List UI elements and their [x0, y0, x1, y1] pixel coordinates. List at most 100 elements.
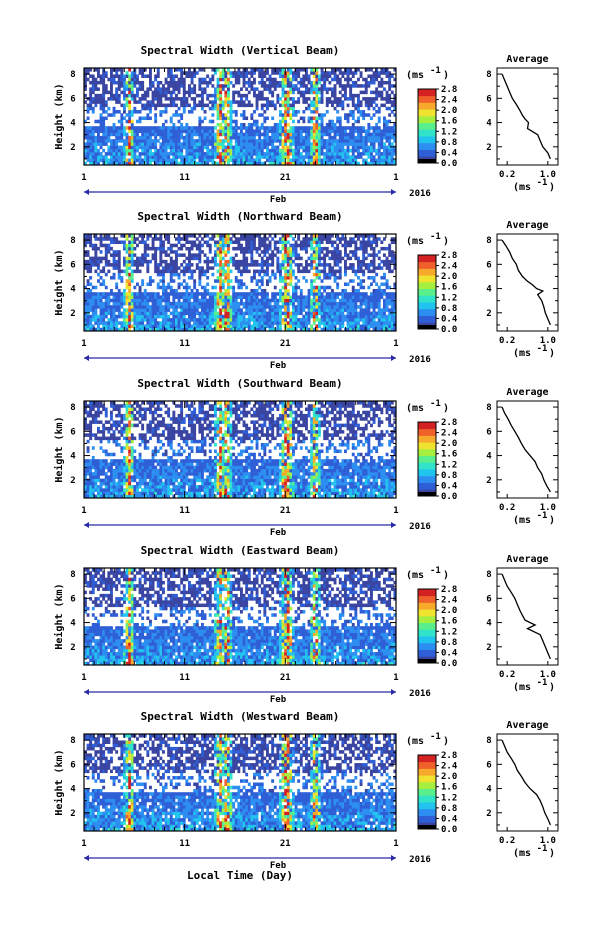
- heatmap-cell: [349, 113, 353, 117]
- heatmap-cell: [271, 100, 275, 104]
- heatmap-cell: [130, 314, 134, 319]
- heatmap-cell: [255, 295, 259, 299]
- heatmap-cell: [154, 308, 158, 312]
- heatmap-cell: [97, 132, 100, 137]
- heatmap-cell: [214, 106, 217, 111]
- heatmap-cell: [151, 279, 155, 283]
- heatmap-cell: [307, 161, 311, 166]
- heatmap-cell: [273, 318, 277, 322]
- heatmap-cell: [260, 77, 264, 82]
- heatmap-cell: [143, 288, 147, 293]
- heatmap-cell: [138, 145, 142, 150]
- heatmap-cell: [344, 240, 347, 244]
- heatmap-cell: [258, 90, 262, 95]
- heatmap-cell: [354, 243, 358, 248]
- heatmap-cell: [276, 266, 280, 270]
- heatmap-cell: [164, 292, 168, 296]
- heatmap-cell: [370, 158, 373, 163]
- heatmap-cell: [188, 311, 191, 316]
- heatmap-cell: [315, 285, 319, 290]
- heatmap-cell: [354, 148, 358, 153]
- heatmap-cell: [177, 285, 181, 290]
- heatmap-cell: [154, 87, 158, 91]
- heatmap-cell: [115, 87, 119, 91]
- heatmap-cell: [208, 259, 212, 264]
- heatmap-cell: [299, 161, 303, 166]
- heatmap-cell: [266, 132, 269, 137]
- heatmap-cell: [169, 90, 173, 95]
- heatmap-cell: [273, 292, 277, 296]
- heatmap-cell: [299, 240, 303, 244]
- heatmap-cell: [250, 308, 254, 312]
- heatmap-cell: [89, 269, 93, 274]
- heatmap-cell: [302, 314, 306, 319]
- heatmap-cell: [307, 256, 311, 261]
- heatmap-cell: [198, 253, 202, 257]
- heatmap-cell: [151, 240, 155, 244]
- heatmap-cell: [310, 266, 314, 270]
- heatmap-cell: [299, 135, 303, 140]
- heatmap-cell: [245, 161, 249, 166]
- heatmap-cell: [279, 305, 282, 309]
- heatmap-cell: [169, 93, 173, 98]
- heatmap-cell: [312, 318, 316, 322]
- heatmap-cell: [198, 93, 202, 98]
- heatmap-cell: [190, 161, 194, 166]
- heatmap-cell: [180, 314, 184, 319]
- heatmap-cell: [245, 285, 249, 290]
- heatmap-cell: [203, 314, 207, 319]
- heatmap-cell: [297, 145, 301, 150]
- heatmap-cell: [354, 256, 358, 261]
- heatmap-cell: [263, 272, 267, 277]
- heatmap-cell: [146, 90, 150, 95]
- colorbar-swatch: [418, 122, 436, 130]
- heatmap-cell: [286, 106, 290, 111]
- heatmap-cell: [255, 132, 259, 137]
- heatmap-cell: [232, 148, 236, 153]
- heatmap-cell: [89, 103, 93, 108]
- heatmap-cell: [128, 135, 132, 140]
- heatmap-cell: [320, 301, 324, 306]
- heatmap-cell: [359, 90, 363, 95]
- heatmap-cell: [104, 305, 108, 309]
- heatmap-cell: [180, 282, 184, 287]
- heatmap-cell: [388, 139, 392, 143]
- heatmap-cell: [110, 288, 113, 293]
- heatmap-cell: [372, 74, 376, 78]
- heatmap-cell: [299, 256, 303, 261]
- heatmap-cell: [195, 327, 199, 332]
- heatmap-cell: [375, 132, 379, 137]
- heatmap-cell: [305, 97, 308, 101]
- heatmap-cell: [323, 237, 327, 241]
- heatmap-cell: [221, 158, 225, 163]
- heatmap-cell: [177, 148, 181, 153]
- heatmap-cell: [94, 97, 98, 101]
- heatmap-cell: [136, 301, 139, 306]
- heatmap-cell: [190, 129, 194, 133]
- heatmap-cell: [268, 152, 272, 156]
- heatmap-cell: [94, 269, 98, 274]
- heatmap-cell: [143, 103, 147, 108]
- heatmap-cell: [175, 318, 178, 322]
- heatmap-cell: [375, 126, 379, 130]
- heatmap-cell: [276, 301, 280, 306]
- heatmap-cell: [208, 298, 212, 303]
- heatmap-cell: [112, 305, 116, 309]
- heatmap-cell: [229, 148, 233, 153]
- heatmap-cell: [281, 301, 285, 306]
- heatmap-cell: [299, 269, 303, 274]
- heatmap-cell: [180, 74, 184, 78]
- heatmap-cell: [344, 237, 347, 241]
- heatmap-cell: [164, 158, 168, 163]
- heatmap-cell: [310, 145, 314, 150]
- heatmap-cell: [286, 148, 290, 153]
- heatmap-cell: [344, 253, 347, 257]
- heatmap-cell: [84, 237, 87, 241]
- heatmap-cell: [255, 250, 259, 254]
- heatmap-cell: [253, 158, 256, 163]
- heatmap-cell: [318, 74, 321, 78]
- heatmap-cell: [112, 259, 116, 264]
- heatmap-cell: [245, 298, 249, 303]
- heatmap-cell: [149, 139, 152, 143]
- heatmap-cell: [112, 106, 116, 111]
